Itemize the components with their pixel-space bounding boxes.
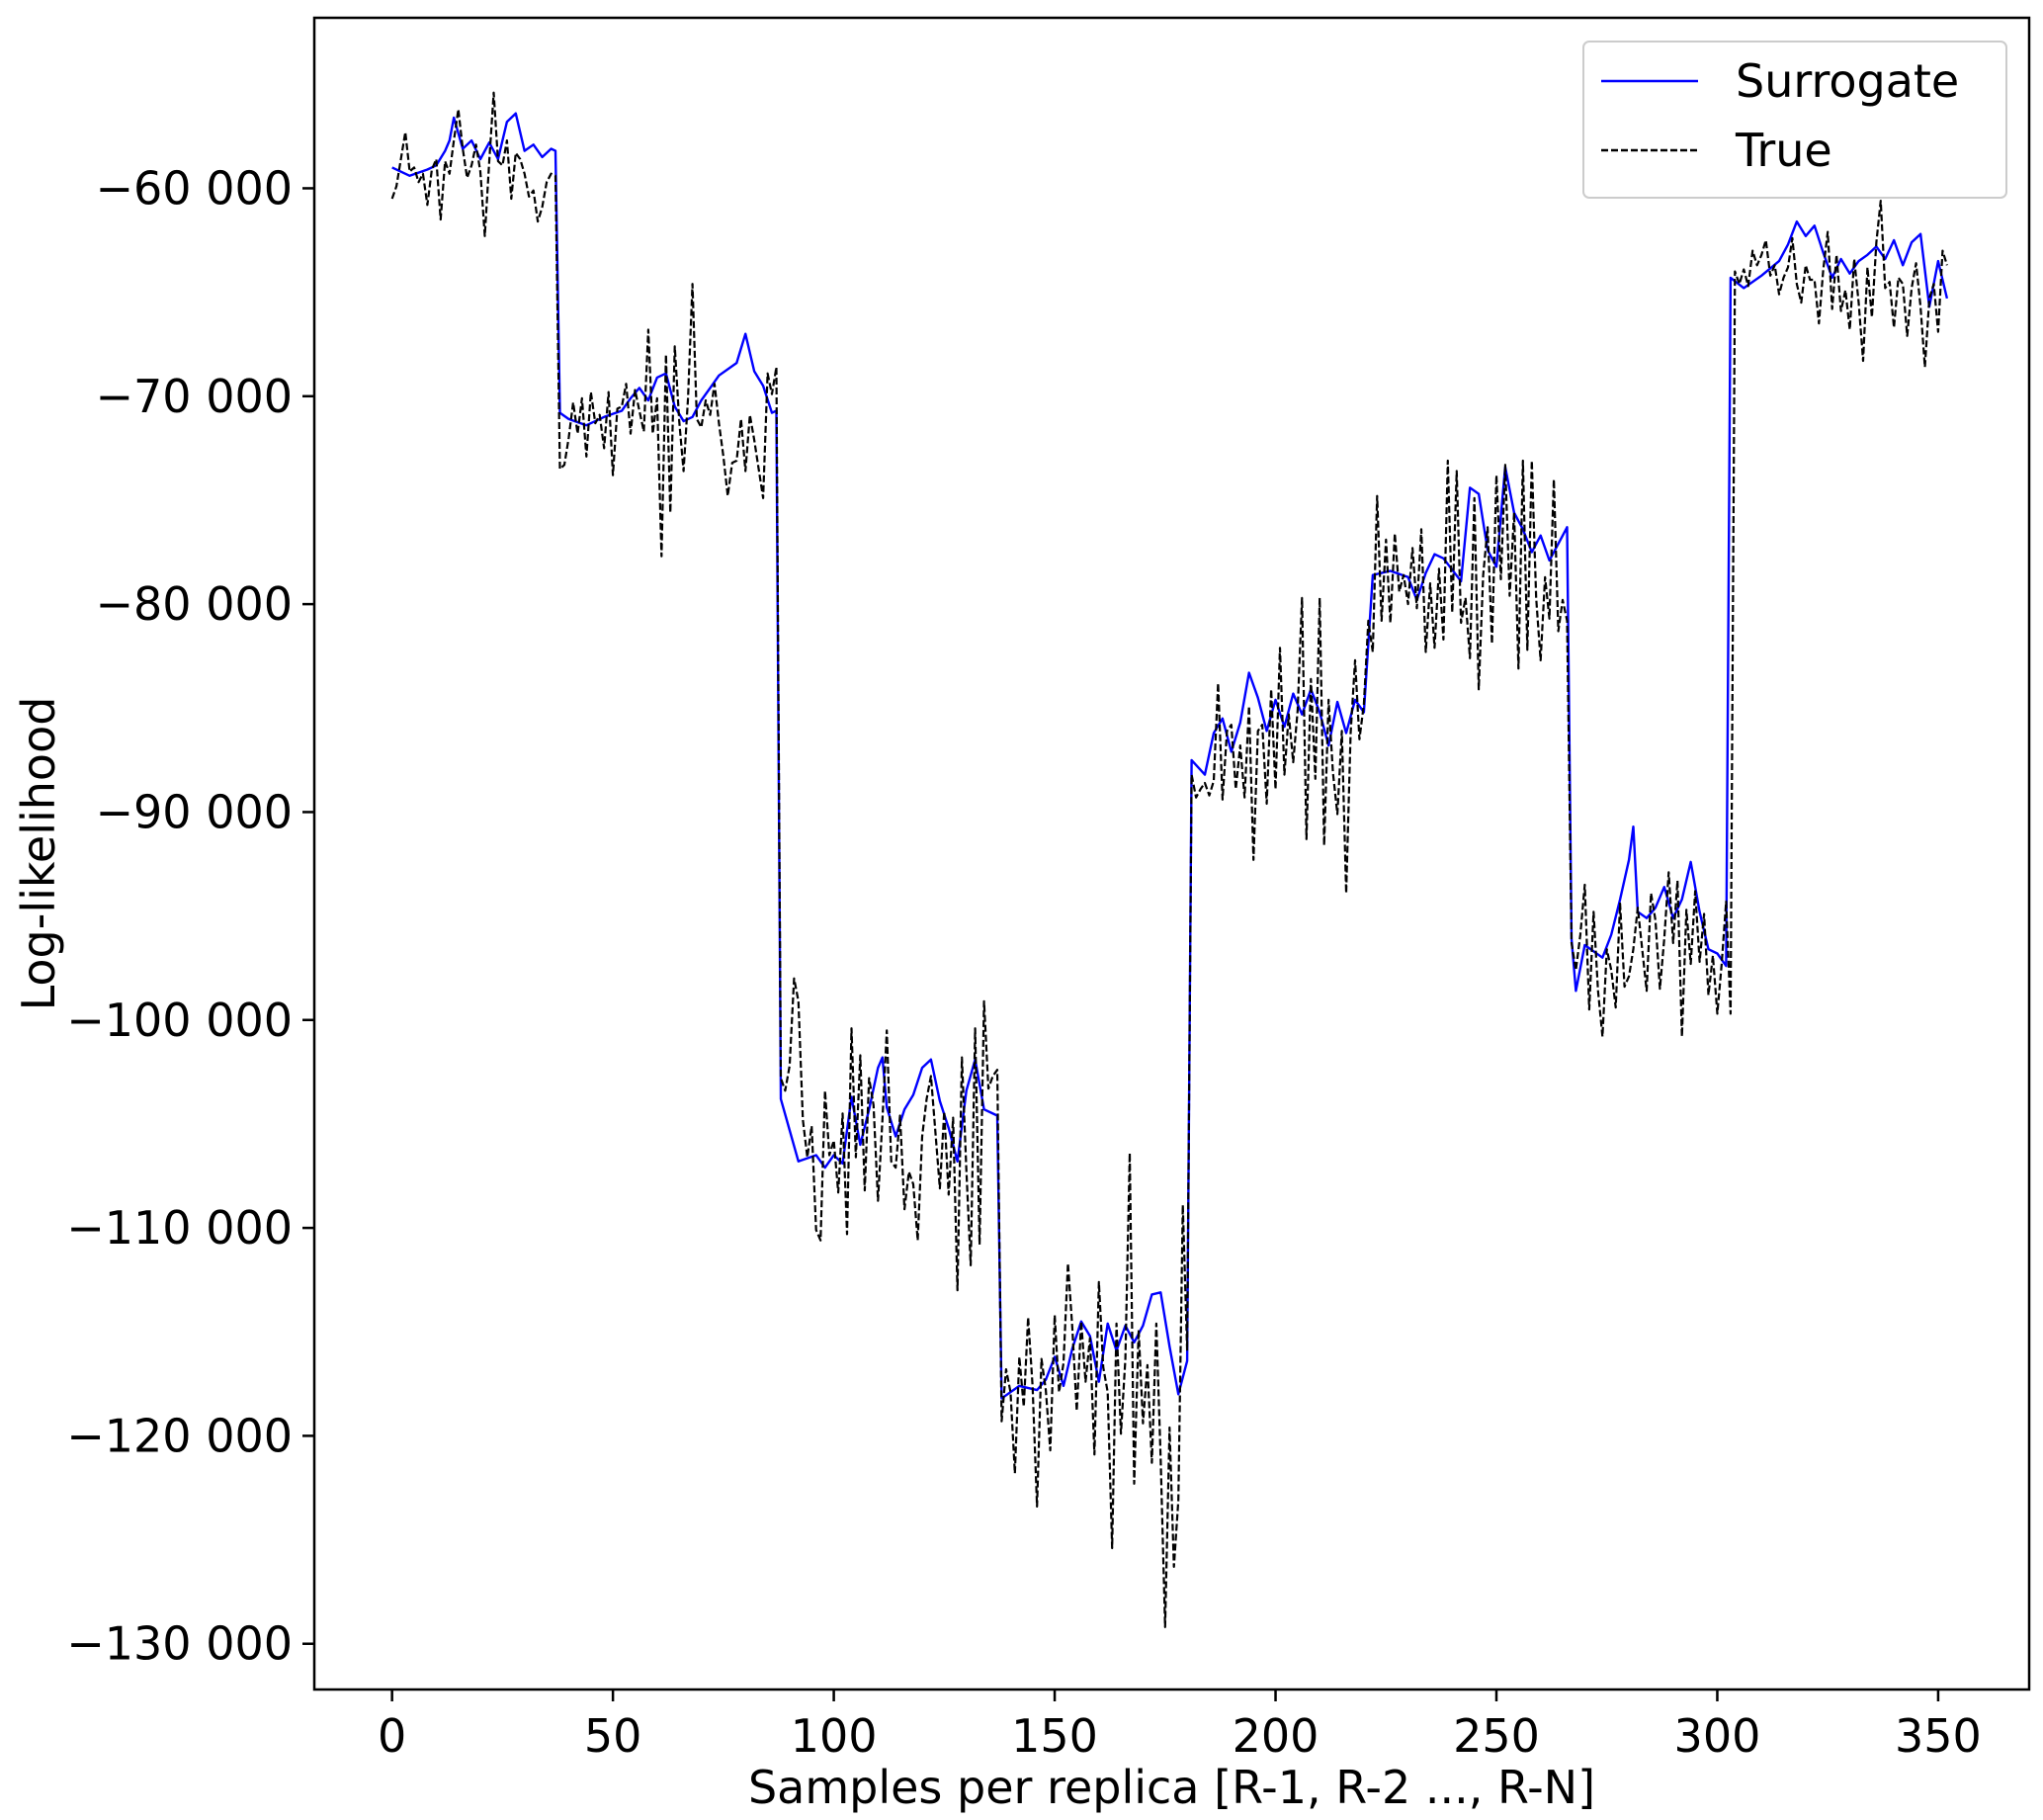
x-tick-label: 0 [378,1709,406,1763]
y-tick-label: −120 000 [66,1409,293,1462]
x-tick-label: 100 [791,1709,878,1763]
plot-area-frame [312,16,2031,1691]
y-axis-label: Log-likelihood [12,697,65,1011]
x-tick-label: 200 [1233,1709,1319,1763]
y-axis: −60 000 −70 000 −80 000 −90 000 −100 000 −110… [66,161,314,1671]
y-tick-label: −100 000 [66,994,293,1047]
series-line-surrogate [391,112,1949,1400]
x-tick-label: 350 [1895,1709,1982,1763]
x-tick-label: 300 [1674,1709,1761,1763]
legend: Surrogate True [1582,41,2007,199]
y-tick-label: −90 000 [96,785,294,838]
series-line-true [390,91,1948,1629]
legend-label-true: True [1735,124,1832,177]
x-tick-label: 250 [1453,1709,1540,1763]
legend-label-surrogate: Surrogate [1736,54,1959,108]
x-axis-label: Samples per replica [R-1, R-2 ..., R-N] [748,1761,1595,1814]
x-tick-label: 150 [1011,1709,1098,1763]
x-tick-label: 50 [584,1709,642,1763]
series-layer [390,91,1949,1629]
y-tick-label: −80 000 [96,577,294,631]
x-axis: 0 50 100 150 200 250 300 350 [378,1690,1982,1763]
y-tick-label: −110 000 [66,1201,293,1255]
y-tick-label: −70 000 [96,370,294,423]
y-tick-label: −60 000 [96,161,294,215]
y-tick-label: −130 000 [66,1617,293,1671]
